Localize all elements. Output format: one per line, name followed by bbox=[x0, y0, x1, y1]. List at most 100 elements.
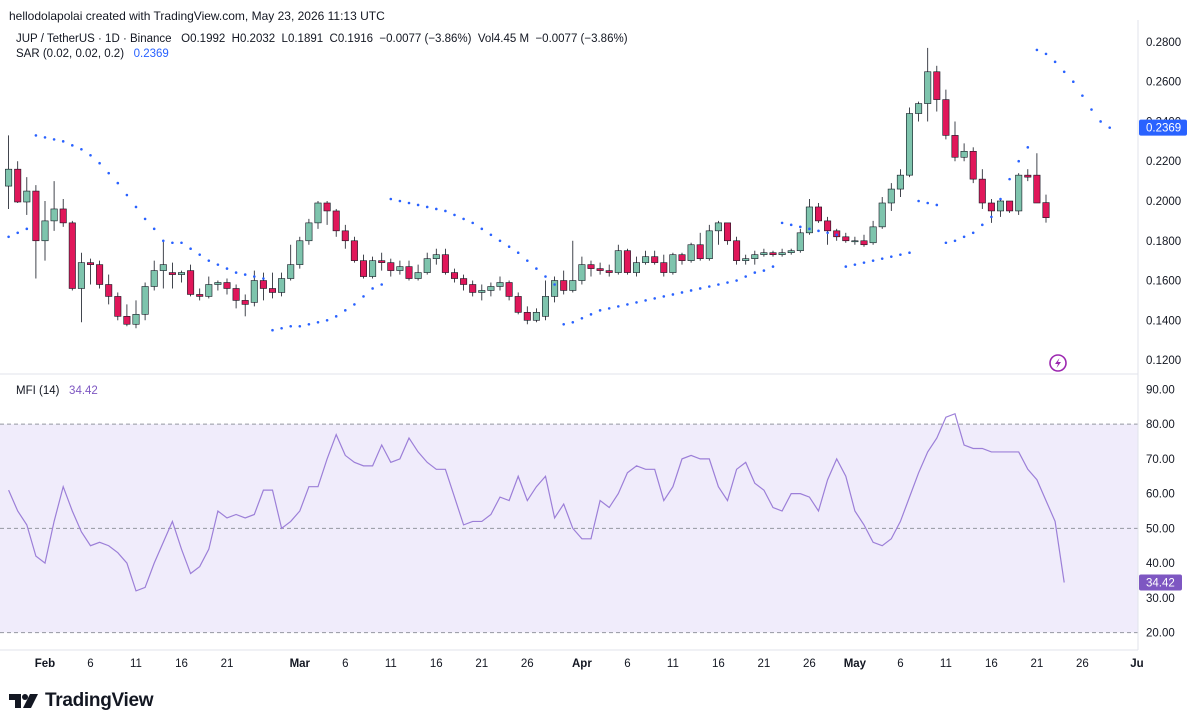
sar-dot bbox=[80, 148, 83, 151]
candle-up bbox=[760, 252, 768, 255]
sar-dot bbox=[1108, 126, 1111, 129]
sar-dot bbox=[52, 138, 56, 141]
candle-up bbox=[278, 278, 286, 293]
candle-up bbox=[742, 258, 750, 261]
sar-dot bbox=[698, 287, 702, 290]
sar-dot bbox=[844, 265, 848, 268]
candle-up bbox=[614, 250, 622, 273]
time-tick-label: 16 bbox=[430, 658, 443, 670]
sar-value: 0.2369 bbox=[133, 48, 169, 60]
sar-dot bbox=[553, 283, 556, 286]
price-tick-label: 0.2600 bbox=[1146, 77, 1181, 89]
candle-down bbox=[1042, 202, 1050, 219]
sar-dot bbox=[689, 289, 693, 292]
sar-dot bbox=[316, 320, 320, 324]
candle-down bbox=[723, 222, 731, 242]
sar-dot bbox=[143, 217, 147, 221]
sar-dot bbox=[116, 181, 120, 185]
mfi-tick-label: 70.00 bbox=[1146, 454, 1175, 466]
price-tick-label: 0.2000 bbox=[1146, 196, 1181, 208]
candle-down bbox=[323, 202, 331, 212]
high-label: H bbox=[231, 33, 240, 45]
sar-dot bbox=[307, 322, 311, 326]
candle-up bbox=[314, 202, 322, 224]
low-value: 0.1891 bbox=[287, 33, 324, 45]
candle-down bbox=[814, 206, 822, 222]
sar-dot bbox=[726, 281, 729, 284]
sar-dot bbox=[1099, 120, 1102, 123]
candle-down bbox=[596, 268, 604, 271]
candle-up bbox=[77, 262, 85, 289]
time-tick-label: 6 bbox=[87, 658, 93, 670]
sar-dot bbox=[626, 303, 629, 306]
candle-up bbox=[541, 296, 549, 317]
volume-label: Vol bbox=[477, 33, 494, 45]
candle-down bbox=[469, 284, 477, 293]
sar-dot bbox=[653, 297, 656, 300]
candle-down bbox=[387, 262, 395, 271]
candle-up bbox=[396, 266, 404, 271]
candle-down bbox=[341, 230, 349, 242]
sar-dot bbox=[344, 309, 347, 312]
candle-down bbox=[514, 296, 522, 313]
candle-down bbox=[523, 312, 531, 321]
sar-dot bbox=[808, 227, 811, 231]
sar-dot bbox=[744, 275, 747, 278]
candle-down bbox=[842, 236, 850, 242]
symbol-label[interactable]: JUP / TetherUS · 1D · Binance bbox=[16, 33, 172, 45]
low-label: L bbox=[281, 33, 288, 45]
candle-down bbox=[268, 288, 276, 293]
candle-up bbox=[996, 200, 1004, 212]
candle-up bbox=[642, 256, 650, 263]
candle-down bbox=[623, 250, 631, 273]
candle-up bbox=[787, 250, 795, 253]
mfi-tick-label: 40.00 bbox=[1146, 558, 1175, 570]
time-tick-label: 16 bbox=[985, 658, 998, 670]
sar-dot bbox=[753, 271, 757, 274]
price-tick-label: 0.1400 bbox=[1146, 315, 1181, 327]
candle-up bbox=[569, 280, 577, 291]
sar-dot bbox=[926, 201, 929, 205]
candle-up bbox=[687, 244, 695, 261]
sar-dot bbox=[125, 193, 129, 197]
candle-up bbox=[1015, 174, 1023, 212]
lightning-icon[interactable] bbox=[1049, 354, 1067, 372]
sar-dot bbox=[444, 209, 447, 213]
mfi-tick-label: 20.00 bbox=[1146, 628, 1175, 640]
candle-down bbox=[733, 240, 741, 261]
time-tick-label: 21 bbox=[758, 658, 771, 670]
sar-dot bbox=[1026, 146, 1030, 149]
candle-up bbox=[287, 264, 295, 279]
candle-up bbox=[878, 202, 886, 228]
chart-canvas[interactable]: 0.28000.26000.24000.22000.20000.18000.16… bbox=[0, 0, 1200, 680]
candle-down bbox=[332, 210, 340, 232]
candle-up bbox=[369, 260, 377, 277]
close-label: C bbox=[329, 33, 338, 45]
mfi-value-tag bbox=[1139, 574, 1182, 591]
candle-up bbox=[778, 252, 786, 255]
sar-dot bbox=[1090, 108, 1093, 111]
sar-dot bbox=[298, 324, 302, 328]
mfi-tick-label: 50.00 bbox=[1146, 523, 1175, 535]
close-value: 0.1916 bbox=[337, 33, 374, 45]
candle-up bbox=[751, 254, 759, 259]
price-tick-label: 0.2800 bbox=[1146, 37, 1181, 49]
sar-dot bbox=[735, 279, 738, 282]
candle-down bbox=[87, 262, 95, 265]
sar-label[interactable]: SAR (0.02, 0.02, 0.2) bbox=[16, 48, 125, 60]
sar-dot bbox=[771, 265, 775, 268]
candle-down bbox=[1024, 174, 1032, 178]
mfi-pane bbox=[0, 412, 1138, 634]
price-tick-label: 0.1600 bbox=[1146, 276, 1181, 288]
candle-up bbox=[851, 240, 859, 243]
candle-up bbox=[305, 222, 313, 242]
sar-dot bbox=[98, 161, 101, 165]
candle-down bbox=[860, 240, 868, 246]
sar-dot bbox=[580, 317, 584, 320]
time-tick-label: 11 bbox=[940, 658, 952, 670]
time-tick-label: Mar bbox=[290, 658, 311, 670]
sar-dot bbox=[262, 277, 265, 280]
sar-dot bbox=[416, 203, 420, 207]
mfi-label[interactable]: MFI (14) bbox=[16, 385, 60, 397]
tradingview-logo[interactable]: TradingView bbox=[9, 690, 154, 712]
